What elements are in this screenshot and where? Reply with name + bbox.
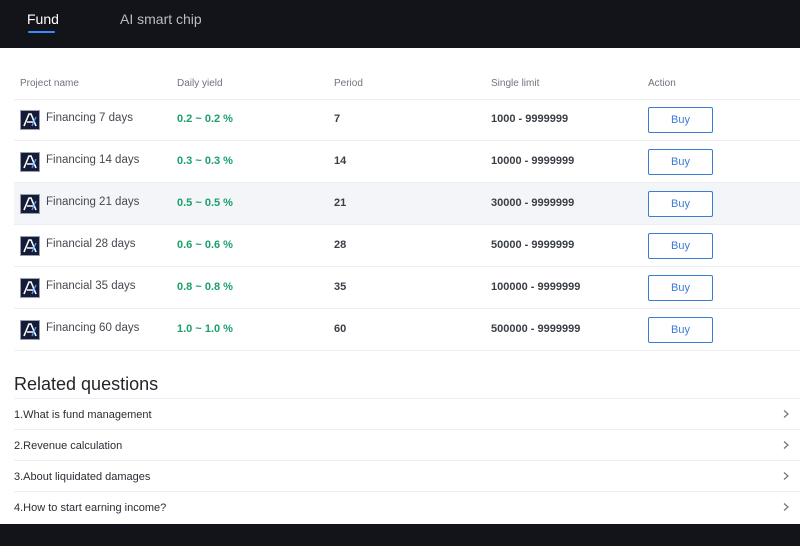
header-daily-yield: Daily yield bbox=[177, 78, 223, 89]
fund-logo-icon bbox=[20, 320, 40, 340]
header-action: Action bbox=[648, 78, 676, 89]
single-limit: 30000 - 9999999 bbox=[491, 197, 575, 209]
question-item[interactable]: 2.Revenue calculation bbox=[14, 429, 800, 460]
period: 21 bbox=[334, 197, 347, 209]
single-limit: 10000 - 9999999 bbox=[491, 155, 575, 167]
header-single-limit: Single limit bbox=[491, 78, 540, 89]
single-limit: 1000 - 9999999 bbox=[491, 113, 569, 125]
question-text: 1.What is fund management bbox=[14, 409, 152, 421]
table-row: Financial 35 days 0.8 ~ 0.8 % 35 100000 … bbox=[14, 267, 800, 309]
question-item[interactable]: 1.What is fund management bbox=[14, 398, 800, 429]
project-name: Financing 14 days bbox=[46, 154, 140, 166]
bottom-bar bbox=[0, 524, 800, 546]
project-name: Financing 60 days bbox=[46, 322, 140, 334]
single-limit: 500000 - 9999999 bbox=[491, 323, 581, 335]
tab-ai-smart-chip[interactable]: AI smart chip bbox=[120, 11, 202, 27]
buy-button[interactable]: Buy bbox=[648, 107, 713, 133]
daily-yield: 0.3 ~ 0.3 % bbox=[177, 155, 233, 167]
table-row: Financial 28 days 0.6 ~ 0.6 % 28 50000 -… bbox=[14, 225, 800, 267]
period: 35 bbox=[334, 281, 347, 293]
chevron-right-icon bbox=[783, 503, 789, 511]
table-header: Project name Daily yield Period Single l… bbox=[14, 48, 800, 100]
project-name: Financing 21 days bbox=[46, 196, 140, 208]
fund-logo-icon bbox=[20, 236, 40, 256]
tab-fund[interactable]: Fund bbox=[27, 11, 59, 27]
fund-logo-icon bbox=[20, 152, 40, 172]
daily-yield: 0.8 ~ 0.8 % bbox=[177, 281, 233, 293]
table-row: Financing 14 days 0.3 ~ 0.3 % 14 10000 -… bbox=[14, 141, 800, 183]
question-text: 3.About liquidated damages bbox=[14, 471, 151, 483]
period: 7 bbox=[334, 113, 341, 125]
chevron-right-icon bbox=[783, 410, 789, 418]
buy-button[interactable]: Buy bbox=[648, 149, 713, 175]
daily-yield: 0.5 ~ 0.5 % bbox=[177, 197, 233, 209]
question-item[interactable]: 4.How to start earning income? bbox=[14, 491, 800, 522]
single-limit: 100000 - 9999999 bbox=[491, 281, 581, 293]
project-name: Financing 7 days bbox=[46, 112, 133, 124]
project-name: Financial 35 days bbox=[46, 280, 136, 292]
fund-logo-icon bbox=[20, 110, 40, 130]
fund-logo-icon bbox=[20, 278, 40, 298]
single-limit: 50000 - 9999999 bbox=[491, 239, 575, 251]
table-row: Financing 7 days 0.2 ~ 0.2 % 7 1000 - 99… bbox=[14, 99, 800, 141]
period: 28 bbox=[334, 239, 347, 251]
chevron-right-icon bbox=[783, 472, 789, 480]
project-name: Financial 28 days bbox=[46, 238, 136, 250]
period: 60 bbox=[334, 323, 347, 335]
buy-button[interactable]: Buy bbox=[648, 191, 713, 217]
daily-yield: 0.6 ~ 0.6 % bbox=[177, 239, 233, 251]
period: 14 bbox=[334, 155, 347, 167]
header-period: Period bbox=[334, 78, 363, 89]
chevron-right-icon bbox=[783, 441, 789, 449]
daily-yield: 1.0 ~ 1.0 % bbox=[177, 323, 233, 335]
fund-logo-icon bbox=[20, 194, 40, 214]
buy-button[interactable]: Buy bbox=[648, 317, 713, 343]
header-project-name: Project name bbox=[20, 78, 79, 89]
related-questions-title: Related questions bbox=[14, 374, 159, 394]
buy-button[interactable]: Buy bbox=[648, 233, 713, 259]
top-nav-bar: Fund AI smart chip bbox=[0, 0, 800, 48]
question-text: 2.Revenue calculation bbox=[14, 440, 123, 452]
table-row: Financing 21 days 0.5 ~ 0.5 % 21 30000 -… bbox=[14, 183, 800, 225]
buy-button[interactable]: Buy bbox=[648, 275, 713, 301]
daily-yield: 0.2 ~ 0.2 % bbox=[177, 113, 233, 125]
question-item[interactable]: 3.About liquidated damages bbox=[14, 460, 800, 491]
table-row: Financing 60 days 1.0 ~ 1.0 % 60 500000 … bbox=[14, 309, 800, 351]
active-tab-indicator bbox=[28, 31, 55, 33]
question-text: 4.How to start earning income? bbox=[14, 502, 167, 514]
